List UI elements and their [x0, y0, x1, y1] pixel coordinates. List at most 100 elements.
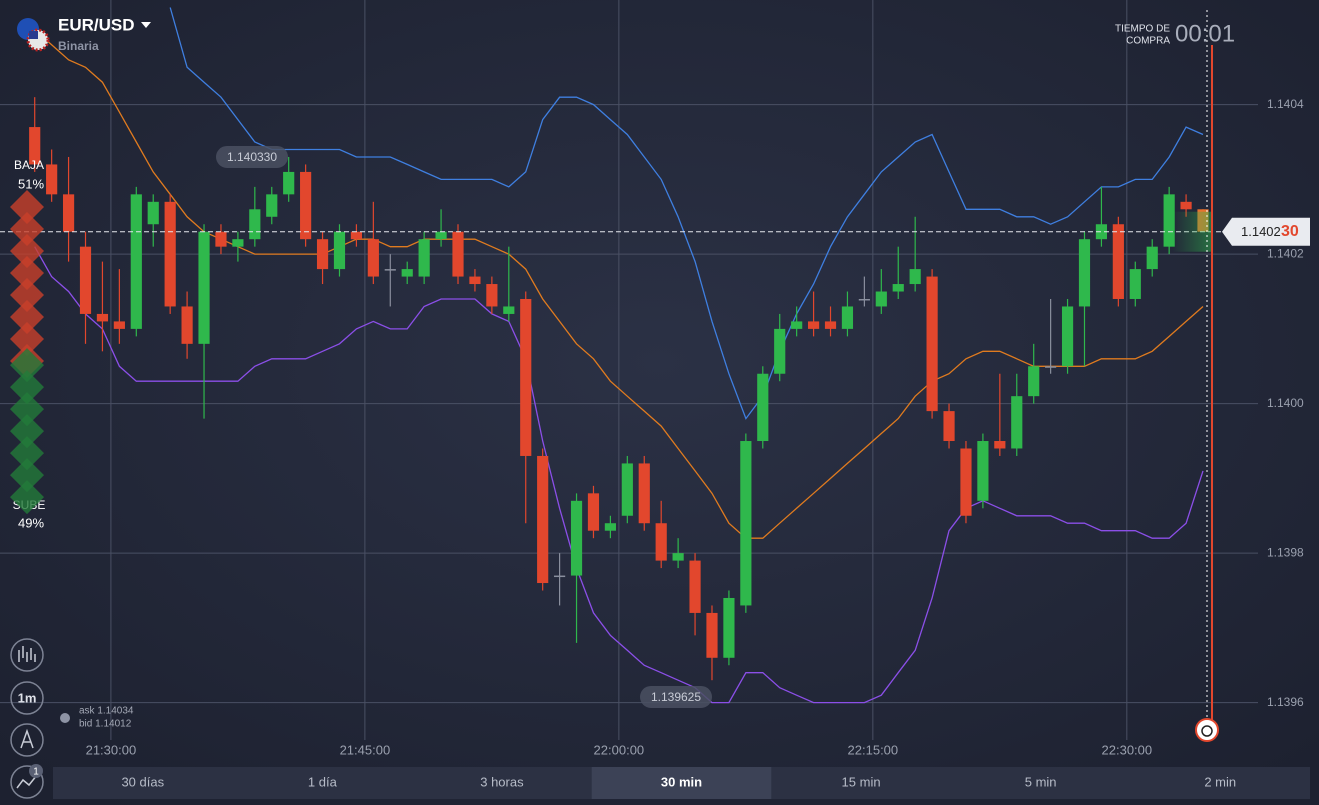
timeframes: 30 días 1 día 3 horas 30 min 15 min 5 min 2 mi… [121, 767, 1236, 799]
plot: 1.1396 1.1398 1.1400 1.1402 1.1404 21:30:00 21… [0, 0, 1310, 757]
y-tick-label: 1.1396 [1267, 695, 1304, 709]
timeframe-button[interactable]: 3 horas [480, 774, 524, 789]
timeframe-button[interactable]: 30 días [121, 774, 164, 789]
sentiment-label: BAJA [14, 158, 44, 172]
expiry-timer-face [1201, 725, 1213, 737]
band-line [34, 246, 1204, 704]
timeframe-button[interactable]: 15 min [842, 774, 881, 789]
candle-body [570, 500, 583, 576]
candle-body [994, 441, 1006, 449]
candle-body [774, 328, 786, 374]
timeframe-active [591, 767, 772, 799]
candle-body [655, 523, 667, 561]
x-tick-label: 22:30:00 [1102, 742, 1153, 757]
candle-body [1061, 306, 1074, 367]
candle-body [181, 306, 193, 344]
sentiment-diamond [10, 322, 44, 356]
candle-body [638, 463, 650, 524]
candle-body [401, 269, 413, 277]
y-tick-label: 1.1404 [1267, 97, 1304, 111]
sentiment-value: 49% [18, 515, 44, 530]
timeframe-button[interactable]: 5 min [1025, 774, 1057, 789]
candle-body [215, 231, 227, 247]
candle-body [824, 321, 837, 329]
candle-body [689, 560, 701, 613]
candle-body [1045, 366, 1057, 368]
badge-count: 1 [33, 767, 39, 778]
candle-body [164, 201, 176, 307]
candle-body [283, 171, 295, 195]
candle-body [79, 246, 92, 314]
sentiment-bar [10, 190, 44, 378]
pair-flags [17, 18, 50, 52]
timer: 00:01 [1175, 20, 1235, 47]
candle-body [554, 575, 566, 578]
help-icon[interactable] [60, 713, 70, 723]
symbol-dropdown[interactable] [141, 22, 151, 28]
y-tick-label: 1.1398 [1267, 545, 1304, 559]
candle-body [469, 276, 481, 285]
candle-body [266, 194, 278, 217]
expiry-timer-icon[interactable] [1195, 718, 1219, 742]
timeframe-button[interactable]: 30 min [661, 774, 702, 789]
symbol[interactable]: EUR/USD [58, 15, 135, 34]
x-tick-label: 22:00:00 [594, 742, 645, 757]
candle-body [943, 411, 955, 442]
interval-button[interactable] [10, 681, 44, 715]
sentiment-diamond [10, 300, 44, 334]
band-line [34, 29, 1204, 539]
sentiment-diamond [10, 256, 44, 290]
candle-body [1112, 224, 1124, 299]
timeframe-button[interactable]: 2 min [1204, 774, 1236, 789]
candle-body [723, 597, 735, 658]
candle-body [418, 239, 430, 277]
x-tick-label: 21:30:00 [86, 742, 137, 757]
chart-type-button[interactable] [10, 638, 44, 672]
candle-body [892, 284, 904, 292]
extreme-pill [216, 145, 288, 168]
candle-body [909, 269, 921, 285]
expiry-glow [1172, 211, 1212, 252]
candle-body [757, 373, 769, 442]
candle-body [1028, 366, 1040, 397]
indicator-button[interactable] [10, 765, 44, 799]
candle-body [587, 493, 600, 531]
mode: Binaria [58, 39, 99, 53]
candle-body [537, 455, 549, 584]
sentiment-diamond [10, 370, 44, 405]
interval: 1m [18, 690, 37, 705]
toolbar [10, 638, 44, 799]
candle-body [350, 231, 363, 240]
candle-body [672, 553, 684, 561]
candle-body [1129, 269, 1141, 299]
candle-body [960, 448, 972, 516]
candle-body [1146, 246, 1158, 270]
candle-body [604, 523, 616, 531]
band-line [169, 7, 1204, 420]
candle-body [740, 441, 752, 606]
sentiment-diamond [10, 414, 44, 449]
sentiment-diamond [10, 480, 44, 515]
candle-body [130, 194, 142, 329]
timer-label: TIEMPO DE [1115, 24, 1170, 35]
timer-label: COMPRA [1126, 36, 1170, 47]
candle-body [96, 313, 109, 322]
price-main: 1.1402 [1241, 224, 1281, 239]
extreme-pill [640, 685, 712, 708]
candle-body [977, 441, 989, 501]
candle-body [503, 306, 515, 314]
candle-body [858, 298, 870, 301]
candle-body [367, 239, 379, 277]
candle-body [300, 171, 312, 240]
candle-body [1011, 396, 1023, 449]
sentiment-diamond [10, 234, 44, 268]
candle-body [29, 127, 41, 165]
timeframe-button[interactable]: 1 día [308, 774, 338, 789]
candle-body [198, 231, 210, 344]
sentiment-bar [10, 348, 44, 515]
y-tick-label: 1.1402 [1267, 246, 1304, 260]
drawing-button[interactable] [10, 723, 44, 757]
candle-body [706, 612, 718, 658]
